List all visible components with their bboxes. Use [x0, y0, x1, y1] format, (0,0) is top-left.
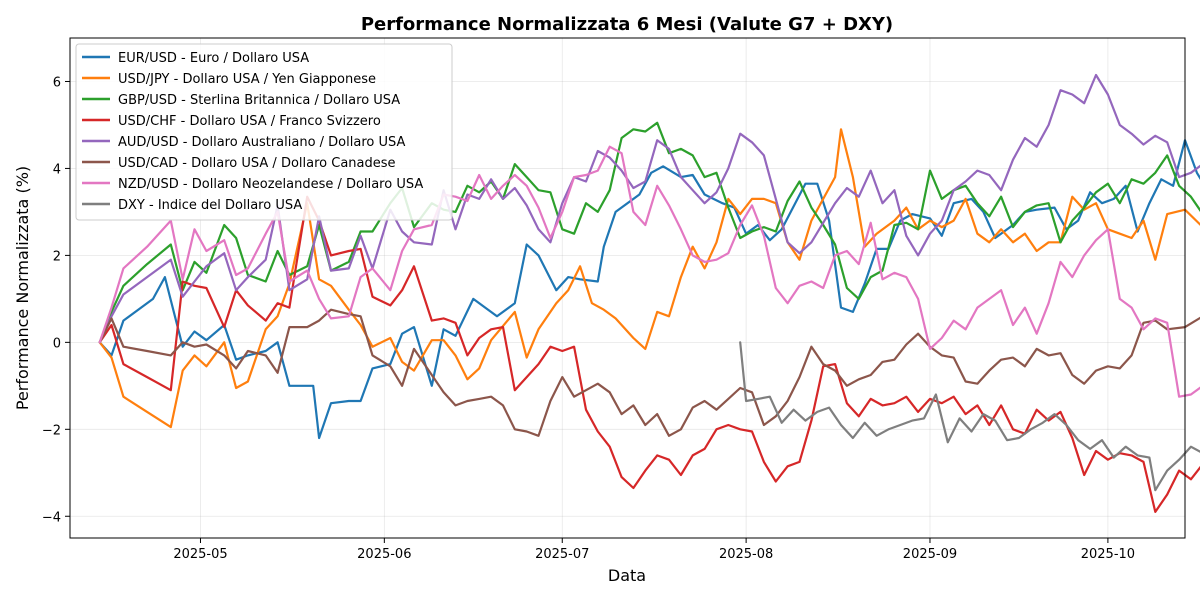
series-lines [98, 73, 1200, 513]
y-tick-label: −2 [42, 423, 61, 438]
x-tick-label: 2025-06 [357, 547, 411, 562]
x-axis-label: Data [608, 566, 646, 585]
legend-label: USD/CHF - Dollaro USA / Franco Svizzero [118, 114, 381, 129]
legend-label: AUD/USD - Dollaro Australiano / Dollaro … [118, 135, 405, 150]
legend: EUR/USD - Euro / Dollaro USA USD/JPY - Do… [75, 43, 453, 221]
series-line [98, 308, 1200, 437]
x-tick-label: 2025-09 [903, 547, 957, 562]
y-tick-label: −4 [42, 510, 61, 525]
legend-label: DXY - Indice del Dollaro USA [118, 198, 302, 213]
legend-label: USD/CAD - Dollaro USA / Dollaro Canadese [118, 156, 396, 171]
legend-box [75, 43, 453, 221]
series-line [739, 341, 1200, 492]
series-line [98, 145, 1200, 398]
y-tick-label: 0 [53, 336, 61, 351]
x-tick-label: 2025-10 [1081, 547, 1135, 562]
y-tick-label: 4 [53, 162, 61, 177]
x-tick-label: 2025-08 [719, 547, 773, 562]
legend-label: NZD/USD - Dollaro Neozelandese / Dollaro… [118, 177, 423, 192]
y-tick-label: 6 [53, 75, 61, 90]
legend-label: EUR/USD - Euro / Dollaro USA [118, 51, 309, 66]
x-tick-label: 2025-05 [173, 547, 227, 562]
x-tick-label: 2025-07 [535, 547, 589, 562]
y-tick-label: 2 [53, 249, 61, 264]
series-line [98, 139, 1200, 440]
series-line [98, 128, 1200, 429]
plot-frame [69, 37, 1186, 539]
series-line [98, 73, 1200, 344]
legend-label: USD/JPY - Dollaro USA / Yen Giapponese [118, 72, 376, 87]
axis-ticks: 2025-05 2025-06 2025-07 2025-08 2025-09 2025-… [42, 75, 1135, 562]
legend-label: GBP/USD - Sterlina Britannica / Dollaro … [118, 93, 400, 108]
chart-title: Performance Normalizzata 6 Mesi (Valute … [361, 14, 893, 35]
y-axis-label: Performance Normalizzata (%) [13, 166, 32, 410]
series-line [98, 195, 1200, 513]
